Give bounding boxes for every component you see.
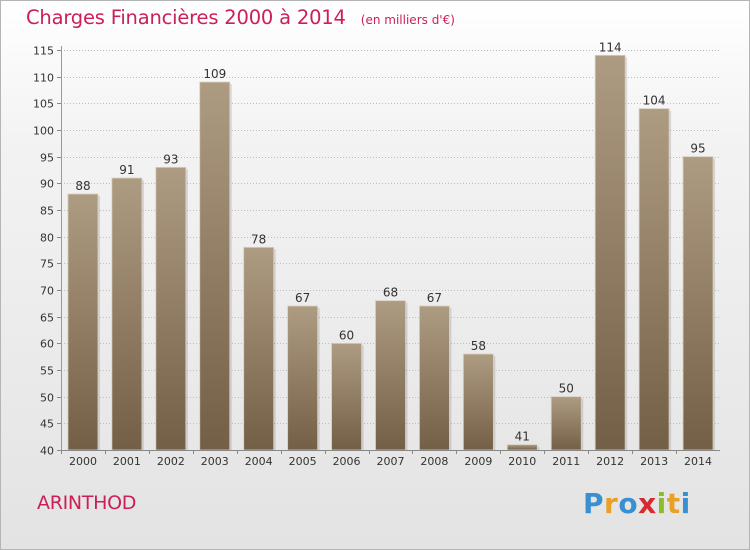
proxiti-logo[interactable]: Proxiti: [583, 487, 691, 520]
data-label: 67: [427, 291, 442, 305]
y-tick-label: 45: [40, 418, 54, 431]
data-label: 109: [203, 67, 226, 81]
y-tick-label: 55: [40, 365, 54, 378]
x-tick-label: 2011: [552, 455, 580, 468]
data-label: 41: [515, 430, 530, 444]
bar-2011: [550, 396, 582, 451]
chart-subtitle: (en milliers d'€): [360, 13, 455, 27]
bar-2003: [199, 81, 231, 451]
y-tick-label: 80: [40, 232, 54, 245]
bar-2009: [462, 353, 494, 451]
x-tick-label: 2002: [157, 455, 185, 468]
bar-2008: [419, 305, 450, 451]
bar-2014: [682, 156, 714, 451]
x-tick-label: 2001: [113, 455, 141, 468]
data-label: 60: [339, 328, 354, 342]
title-row: Charges Financières 2000 à 2014 (en mill…: [26, 6, 455, 29]
bar-2013: [638, 108, 670, 451]
x-tick-label: 2000: [69, 455, 97, 468]
y-tick-label: 40: [40, 445, 54, 458]
data-label: 58: [471, 339, 486, 353]
bar-2004: [243, 246, 275, 451]
x-tick-label: 2009: [464, 455, 492, 468]
bar-2007: [375, 300, 406, 451]
y-tick-label: 70: [40, 285, 54, 298]
chart-title: Charges Financières 2000 à 2014: [26, 6, 346, 29]
data-label: 95: [690, 142, 705, 156]
logo-letter: o: [618, 487, 639, 520]
bar-2001: [111, 177, 143, 451]
y-tick-label: 90: [40, 178, 54, 191]
commune-name: ARINTHOD: [37, 492, 137, 514]
y-axis: 40 45 50 55 60 65 70 75 80 85 90 95 100 105 110 115: [33, 45, 62, 458]
data-label: 114: [599, 40, 622, 54]
logo-letter: i: [656, 487, 667, 520]
x-tick-label: 2004: [245, 455, 273, 468]
x-tick-label: 2010: [508, 455, 536, 468]
bar-2006: [331, 342, 362, 451]
data-label: 78: [251, 232, 266, 246]
bar-2002: [155, 166, 187, 451]
y-tick-label: 100: [33, 125, 54, 138]
logo-letter: t: [666, 487, 681, 520]
x-tick-label: 2008: [420, 455, 448, 468]
x-tick-label: 2003: [201, 455, 229, 468]
bars: [67, 54, 716, 451]
bar-2010: [506, 444, 538, 451]
x-tick-label: 2007: [377, 455, 405, 468]
x-tick-label: 2006: [333, 455, 361, 468]
bar-2005: [287, 305, 319, 451]
logo-letter: x: [638, 487, 657, 520]
data-label: 88: [75, 179, 90, 193]
y-tick-label: 75: [40, 258, 54, 271]
bar-2000: [67, 193, 99, 451]
data-label: 68: [383, 286, 398, 300]
y-tick-label: 115: [33, 45, 54, 58]
data-labels: 88 91 93 109 78 67 60 68 67 58 41 50 114 104 95: [75, 40, 705, 443]
logo-letter: r: [604, 487, 619, 520]
y-tick-label: 85: [40, 205, 54, 218]
y-tick-label: 65: [40, 312, 54, 325]
y-tick-label: 95: [40, 152, 54, 165]
y-tick-label: 110: [33, 72, 54, 85]
y-tick-label: 60: [40, 338, 54, 351]
data-label: 93: [163, 152, 178, 166]
x-tick-label: 2005: [289, 455, 317, 468]
data-label: 50: [559, 382, 574, 396]
logo-letter: P: [583, 487, 605, 520]
y-tick-label: 105: [33, 98, 54, 111]
data-label: 104: [643, 94, 666, 108]
logo-letter: i: [680, 487, 691, 520]
bar-2012: [594, 54, 626, 451]
data-label: 91: [119, 163, 134, 177]
y-tick-label: 50: [40, 392, 54, 405]
x-tick-label: 2014: [684, 455, 712, 468]
data-label: 67: [295, 291, 310, 305]
x-axis: 2000 2001 2002 2003 2004 2005 2006 2007 2008 2009…: [61, 450, 720, 468]
x-tick-label: 2012: [596, 455, 624, 468]
x-tick-label: 2013: [640, 455, 668, 468]
